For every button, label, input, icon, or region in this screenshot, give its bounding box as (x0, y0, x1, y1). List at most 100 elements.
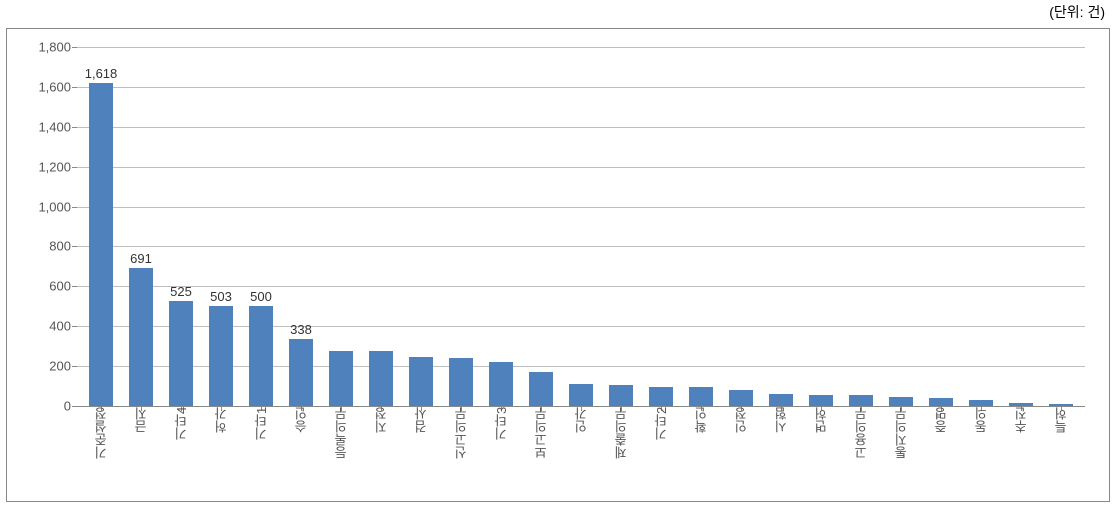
bar-slot (841, 47, 881, 406)
bar (529, 372, 553, 406)
x-category-label: 기타1 (252, 407, 271, 497)
bar-slot: 338 (281, 47, 321, 406)
x-category-label: 허가 (212, 407, 231, 497)
x-label-slot: 고용의무 (841, 407, 881, 497)
x-category-label: 인정 (732, 407, 751, 497)
bars-container: 1,618 691 525 503 500 338 (77, 47, 1085, 406)
x-category-label: 동의 (972, 407, 991, 497)
x-category-label: 시험 (772, 407, 791, 497)
x-category-label: 증명 (932, 407, 951, 497)
bar (769, 394, 793, 406)
bar-slot (521, 47, 561, 406)
x-label-slot: 기타4 (161, 407, 201, 497)
bar-slot: 691 (121, 47, 161, 406)
y-tick-mark (72, 47, 77, 48)
y-tick-mark (72, 286, 77, 287)
bar (169, 301, 193, 406)
x-category-label: 기타3 (492, 407, 511, 497)
x-label-slot: 기타3 (481, 407, 521, 497)
bar (729, 390, 753, 406)
bar (409, 357, 433, 406)
x-label-slot: 금지 (121, 407, 161, 497)
x-label-slot: 면허 (801, 407, 841, 497)
x-category-label: 확인 (692, 407, 711, 497)
y-tick-label: 1,200 (38, 159, 71, 174)
x-label-slot: 동의 (961, 407, 1001, 497)
bar (889, 397, 913, 406)
plot-area: 1,618691525503500338 02004006008001,0001… (77, 47, 1085, 407)
bar-slot: 525 (161, 47, 201, 406)
x-category-label: 승인 (292, 407, 311, 497)
bar-value-label: 500 (250, 289, 272, 304)
bar-value-label: 691 (130, 251, 152, 266)
x-category-label: 제출의무 (612, 407, 631, 497)
x-category-label: 보고의무 (532, 407, 551, 497)
bar (329, 351, 353, 406)
y-tick-label: 600 (49, 279, 71, 294)
bar (649, 387, 673, 406)
x-axis-labels: 기준설정 금지 기타4 허가 기타1 승인 등록의무 지정검사 신고의무 기타3 보고의무 인가 제출의… (77, 407, 1085, 497)
bar (609, 385, 633, 406)
x-category-label: 신고의무 (452, 407, 471, 497)
x-label-slot: 기타1 (241, 407, 281, 497)
bar-slot (961, 47, 1001, 406)
y-tick-mark (72, 127, 77, 128)
x-label-slot: 인가 (561, 407, 601, 497)
x-label-slot: 허가 (201, 407, 241, 497)
y-tick-mark (72, 167, 77, 168)
x-category-label: 등록의무 (332, 407, 351, 497)
x-label-slot: 제출의무 (601, 407, 641, 497)
y-tick-mark (72, 87, 77, 88)
y-tick-label: 1,000 (38, 199, 71, 214)
bar-slot (481, 47, 521, 406)
x-label-slot: 승인 (281, 407, 321, 497)
bar-slot (601, 47, 641, 406)
bar-slot: 500 (241, 47, 281, 406)
bar (569, 384, 593, 406)
y-tick-mark (72, 207, 77, 208)
x-label-slot: 인정 (721, 407, 761, 497)
y-tick-label: 1,800 (38, 40, 71, 55)
bar-slot (721, 47, 761, 406)
x-category-label: 통지의무 (892, 407, 911, 497)
bar-slot (881, 47, 921, 406)
x-label-slot: 등록의무 (321, 407, 361, 497)
bar (849, 395, 873, 406)
x-label-slot: 검사 (401, 407, 441, 497)
x-label-slot: 보고의무 (521, 407, 561, 497)
bar (689, 387, 713, 406)
y-tick-mark (72, 366, 77, 367)
x-category-label: 추진 (1012, 407, 1031, 497)
bar-slot: 503 (201, 47, 241, 406)
bar-slot: 1,618 (81, 47, 121, 406)
x-label-slot: 확인 (681, 407, 721, 497)
bar (809, 395, 833, 406)
x-label-slot: 특허 (1041, 407, 1081, 497)
x-label-slot: 통지의무 (881, 407, 921, 497)
bar (369, 351, 393, 406)
y-tick-label: 1,400 (38, 119, 71, 134)
x-label-slot: 지정 (361, 407, 401, 497)
bar-slot (561, 47, 601, 406)
x-category-label: 면허 (812, 407, 831, 497)
x-category-label: 금지 (132, 407, 151, 497)
bar (89, 83, 113, 406)
bar-slot (921, 47, 961, 406)
bar-slot (321, 47, 361, 406)
bar (129, 268, 153, 406)
bar-slot (401, 47, 441, 406)
y-tick-label: 1,600 (38, 79, 71, 94)
x-category-label: 기타4 (172, 407, 191, 497)
bar-value-label: 503 (210, 289, 232, 304)
bar-slot (1041, 47, 1081, 406)
bar-slot (1001, 47, 1041, 406)
x-category-label: 검사 (412, 407, 431, 497)
x-label-slot: 기타2 (641, 407, 681, 497)
bar-value-label: 338 (290, 322, 312, 337)
x-category-label: 고용의무 (852, 407, 871, 497)
y-tick-label: 200 (49, 359, 71, 374)
bar-slot (681, 47, 721, 406)
x-label-slot: 증명 (921, 407, 961, 497)
x-category-label: 기준설정 (92, 407, 111, 497)
x-label-slot: 신고의무 (441, 407, 481, 497)
